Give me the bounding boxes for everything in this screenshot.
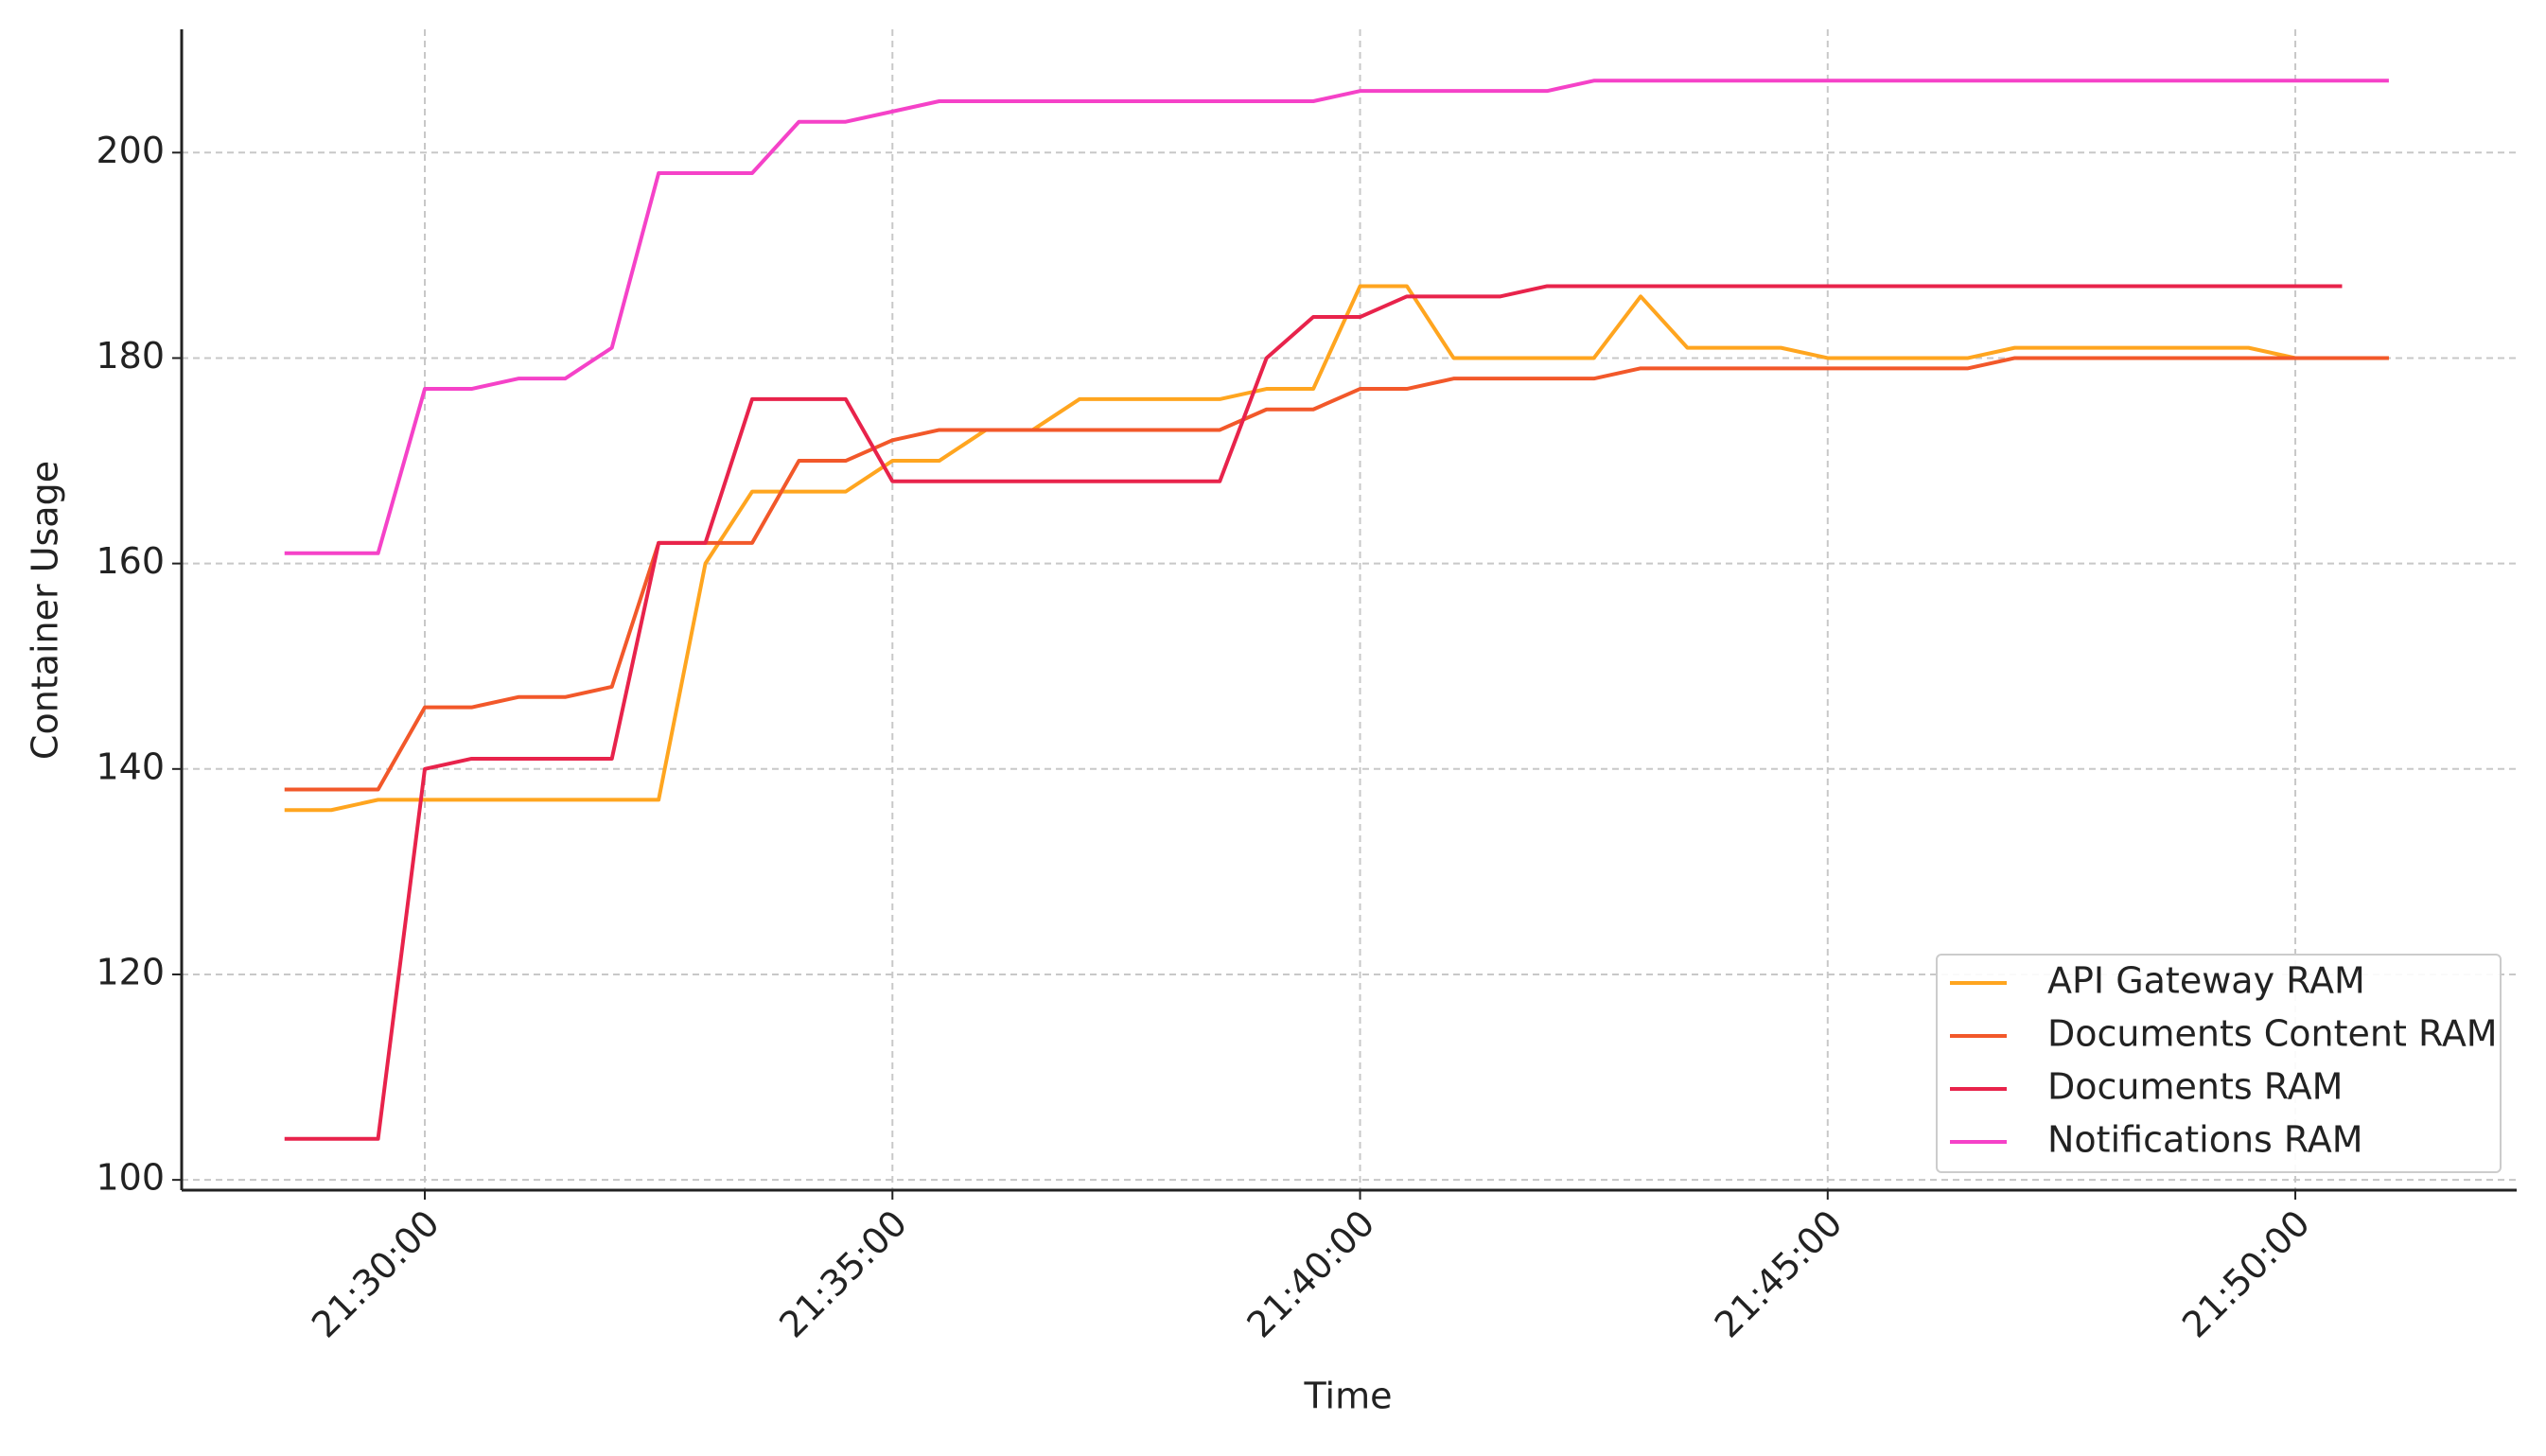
data-line — [284, 284, 2389, 813]
data-line — [284, 284, 2343, 1141]
legend-label: Documents Content RAM — [2047, 1013, 2498, 1055]
data-line — [284, 356, 2389, 792]
y-tick-label: 100 — [96, 1157, 165, 1199]
legend-label: Documents RAM — [2047, 1066, 2343, 1108]
x-tick-label: 21:45:00 — [1707, 1202, 1851, 1346]
legend-label: API Gateway RAM — [2047, 960, 2365, 1002]
legend-box — [1936, 954, 2502, 1173]
data-line — [284, 79, 2389, 555]
x-tick-label: 21:35:00 — [771, 1202, 915, 1346]
y-axis-label: Container Usage — [25, 461, 66, 760]
y-tick-label: 180 — [96, 335, 165, 377]
x-axis-label: Time — [1304, 1376, 1393, 1417]
legend: API Gateway RAM Documents Content RAM Docu… — [1936, 954, 2502, 1173]
y-tick-label: 160 — [96, 540, 165, 582]
y-tick-label: 200 — [96, 130, 165, 171]
x-tick-label: 21:50:00 — [2174, 1202, 2318, 1346]
x-tick-label: 21:40:00 — [1239, 1202, 1383, 1346]
y-tick-label: 120 — [96, 951, 165, 992]
legend-label: Notifications RAM — [2047, 1119, 2363, 1161]
y-tick-label: 140 — [96, 746, 165, 787]
x-tick-label: 21:30:00 — [304, 1202, 448, 1346]
